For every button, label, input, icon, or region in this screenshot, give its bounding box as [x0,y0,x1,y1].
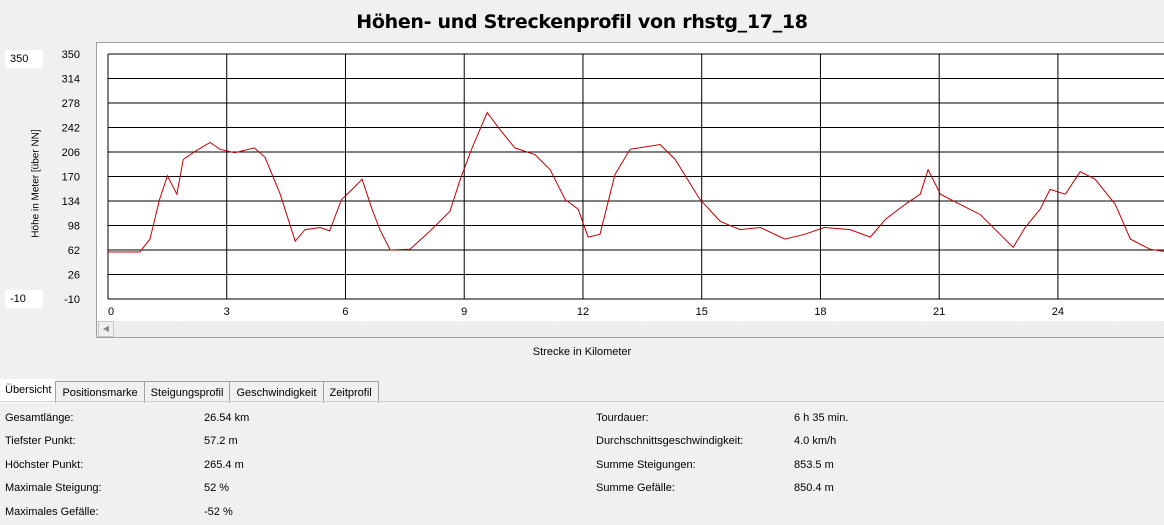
stat-value: 26.54 km [204,412,250,424]
stat-value: 57.2 m [204,435,238,447]
stat-value: -52 % [204,506,233,518]
x-tick-label: 9 [461,306,467,318]
tab-geschwindigkeit[interactable]: Geschwindigkeit [229,381,324,403]
x-axis-label: Strecke in Kilometer [532,346,632,358]
stat-label: Maximales Gefälle: [5,506,99,518]
y-tick-label: 134 [62,196,80,208]
x-tick-label: 6 [342,306,348,318]
elevation-line [108,111,1164,253]
x-tick-label: 12 [577,306,589,318]
scroll-left-button[interactable]: ◀ [98,321,114,337]
chart-frame [96,42,1164,338]
y-tick-label: 242 [62,123,80,135]
y-tick-label: 62 [68,245,80,257]
x-tick-label: 3 [224,306,230,318]
y-tick-label: 278 [62,98,80,110]
horizontal-scrollbar[interactable] [97,321,1164,337]
stat-label: Tourdauer: [596,412,649,424]
y-tick-label: -10 [64,294,80,306]
x-tick-label: 21 [933,306,945,318]
chart-title: Höhen- und Streckenprofil von rhstg_17_1… [356,11,808,33]
x-tick-label: 0 [108,306,114,318]
tab-uebersicht[interactable]: Übersicht [0,379,57,403]
stat-label: Durchschnittsgeschwindigkeit: [596,435,744,447]
stat-label: Maximale Steigung: [5,482,102,494]
stat-label: Summe Steigungen: [596,459,696,471]
stat-value: 4.0 km/h [794,435,837,447]
x-tick-label: 24 [1052,306,1064,318]
x-tick-label: 15 [696,306,708,318]
y-tick-label: 350 [62,49,80,61]
tab-positionsmarke[interactable]: Positionsmarke [55,381,145,403]
stat-value: 853.5 m [794,459,834,471]
tab-bar: Übersicht Positionsmarke Steigungsprofil… [0,379,379,403]
y-tick-label: 206 [62,147,80,159]
tab-steigungsprofil[interactable]: Steigungsprofil [143,381,231,403]
elevation-chart: 350 314 278 242 206 170 134 98 62 26 -10 0 3 6 9 12 15 18… [62,49,1164,318]
stat-label: Höchster Punkt: [5,459,84,471]
y-tick-label: 26 [68,270,80,282]
stat-label: Gesamtlänge: [5,412,74,424]
y-tick-label: 170 [62,172,80,184]
y-min-input[interactable]: -10 [5,290,43,308]
overview-panel: Gesamtlänge: 26.54 km Tiefster Punkt: 57… [0,401,1164,525]
y-tick-label: 98 [68,221,80,233]
stat-label: Summe Gefälle: [596,482,675,494]
stat-value: 6 h 35 min. [794,412,849,424]
stat-value: 52 % [204,482,230,494]
stat-value: 850.4 m [794,482,834,494]
x-tick-label: 18 [814,306,826,318]
tab-zeitprofil[interactable]: Zeitprofil [322,381,379,403]
stat-value: 265.4 m [204,459,244,471]
stat-label: Tiefster Punkt: [5,435,76,447]
y-tick-label: 314 [62,74,80,86]
y-max-input[interactable]: 350 [5,50,43,68]
